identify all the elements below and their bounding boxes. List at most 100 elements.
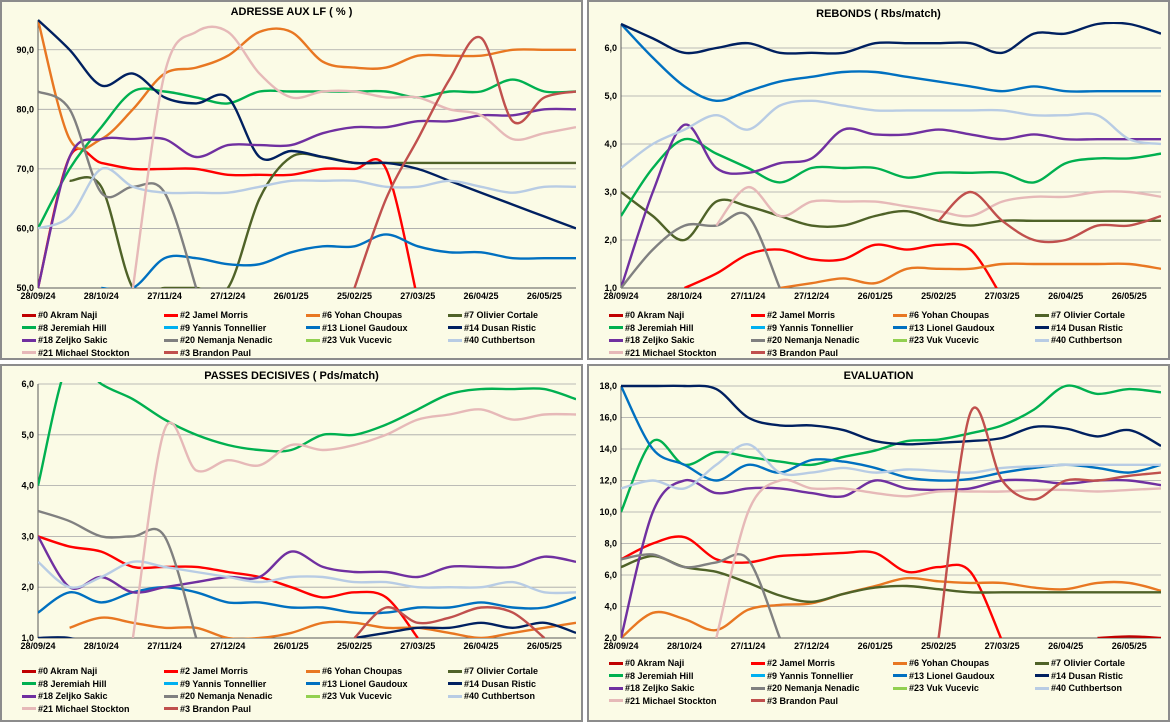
legend-item: #40 Cuthbertson — [448, 691, 535, 701]
legend-label: #21 Michael Stockton — [38, 703, 130, 714]
legend-swatch — [448, 694, 462, 698]
legend-swatch — [448, 326, 462, 329]
y-tick-label: 3,0 — [21, 531, 34, 541]
series-line — [38, 147, 417, 288]
y-tick-label: 4,0 — [604, 139, 617, 149]
legend-item: #2 Jamel Morris — [751, 310, 835, 320]
legend-item: #14 Dusan Ristic — [1035, 671, 1123, 681]
legend-item: #7 Olivier Cortale — [448, 666, 538, 676]
legend-item: #13 Lionel Gaudoux — [893, 323, 995, 333]
legend-label: #0 Akram Naji — [38, 310, 98, 320]
chart-panel-rebonds: REBONDS ( Rbs/match) 1,0 2,0 3,0 4,0 5,0 6,0 2… — [587, 0, 1170, 360]
chart-title: ADRESSE AUX LF ( % ) — [230, 6, 353, 18]
legend-item: #21 Michael Stockton — [609, 348, 717, 358]
x-tick-label: 27/03/25 — [985, 641, 1020, 651]
legend-swatch — [306, 326, 320, 329]
legend-item: #0 Akram Naji — [22, 310, 97, 320]
legend-swatch — [751, 686, 765, 690]
legend-label: #6 Yohan Choupas — [322, 666, 403, 676]
legend-swatch — [448, 669, 462, 673]
legend-item: #20 Nemanja Nenadic — [751, 683, 860, 693]
chart-panel-adresse: ADRESSE AUX LF ( % ) 50,0 60,0 70,0 80,0 90,… — [0, 0, 583, 360]
x-tick-label: 26/05/25 — [1112, 641, 1147, 651]
x-tick-label: 26/01/25 — [274, 641, 309, 651]
legend-swatch — [22, 326, 36, 329]
y-tick-label: 5,0 — [21, 430, 34, 440]
y-tick-label: 6,0 — [21, 379, 34, 389]
chart-plot: 50,0 60,0 70,0 80,0 90,0 28/09/24 28/10/24 27/1… — [16, 19, 576, 301]
legend-label: #18 Zeljko Sakic — [38, 335, 108, 345]
legend-label: #21 Michael Stockton — [625, 347, 717, 358]
legend-label: #3 Brandon Paul — [180, 347, 252, 358]
series-line — [38, 19, 576, 230]
series-line — [621, 553, 781, 638]
legend-swatch — [609, 313, 623, 317]
legend-swatch — [306, 682, 320, 685]
series-line — [101, 233, 576, 288]
y-tick-label: 3,0 — [604, 187, 617, 197]
legend-swatch — [893, 661, 907, 665]
series-line — [621, 535, 1003, 638]
x-tick-label: 28/09/24 — [603, 291, 638, 301]
legend-swatch — [22, 707, 36, 710]
series-line — [621, 137, 1161, 217]
series-line — [38, 636, 76, 638]
chart-title: PASSES DECISIVES ( Pds/match) — [204, 370, 379, 382]
x-tick-label: 27/12/24 — [210, 641, 245, 651]
legend-label: #6 Yohan Choupas — [322, 310, 403, 320]
legend-swatch — [164, 313, 178, 317]
legend-label: #7 Olivier Cortale — [1051, 310, 1126, 320]
legend-label: #23 Vuk Vucevic — [322, 691, 392, 701]
y-tick-label: 14,0 — [599, 444, 617, 454]
legend-swatch — [609, 326, 623, 329]
series-line — [621, 211, 781, 288]
series-line — [937, 406, 1161, 638]
legend-item: #8 Jeremiah Hill — [22, 679, 107, 689]
y-tick-label: 2,0 — [604, 235, 617, 245]
legend-item: #20 Nemanja Nenadic — [751, 335, 860, 345]
series-line — [621, 123, 1161, 288]
chart-panel-passes: PASSES DECISIVES ( Pds/match) 1,0 2,0 3,0 4… — [0, 364, 583, 722]
legend-label: #3 Brandon Paul — [180, 703, 252, 714]
legend-label: #14 Dusan Ristic — [464, 322, 537, 333]
legend-label: #0 Akram Naji — [38, 666, 98, 676]
legend-label: #14 Dusan Ristic — [1051, 322, 1124, 333]
legend-item: #20 Nemanja Nenadic — [164, 335, 273, 345]
legend-item: #0 Akram Naji — [609, 658, 684, 668]
legend-label: #8 Jeremiah Hill — [38, 678, 107, 689]
legend-swatch — [893, 338, 907, 342]
x-tick-label: 26/05/25 — [527, 291, 562, 301]
series-line — [38, 560, 576, 595]
legend-item: #9 Yannis Tonnellier — [164, 679, 266, 689]
series-line — [131, 25, 576, 288]
legend-item: #18 Zeljko Sakic — [609, 335, 695, 345]
y-tick-label: 90,0 — [16, 45, 34, 55]
series-line — [684, 242, 998, 288]
x-tick-label: 27/03/25 — [985, 291, 1020, 301]
legend-item: #9 Yannis Tonnellier — [751, 671, 853, 681]
series-line — [69, 152, 576, 288]
legend-swatch — [751, 351, 765, 354]
series-line — [715, 478, 1161, 638]
legend-swatch — [164, 707, 178, 710]
series-line — [621, 478, 1161, 638]
series-line — [621, 22, 1161, 55]
legend-label: #2 Jamel Morris — [180, 310, 249, 320]
y-tick-label: 4,0 — [604, 602, 617, 612]
legend-swatch — [22, 694, 36, 698]
legend-label: #13 Lionel Gaudoux — [909, 322, 995, 333]
chart-plot: 2,0 4,0 6,0 8,0 10,0 12,0 14,0 16,0 18,0 28/09/24… — [599, 381, 1161, 651]
legend-item: #2 Jamel Morris — [751, 658, 835, 668]
y-tick-label: 60,0 — [16, 223, 34, 233]
legend-swatch — [751, 699, 765, 702]
legend-label: #3 Brandon Paul — [767, 695, 839, 706]
legend-item: #14 Dusan Ristic — [448, 679, 536, 689]
series-line — [621, 554, 1161, 604]
legend-item: #40 Cuthbertson — [448, 335, 535, 345]
legend-item: #6 Yohan Choupas — [893, 658, 989, 668]
legend-swatch — [1035, 313, 1049, 317]
y-tick-label: 6,0 — [604, 570, 617, 580]
legend-label: #7 Olivier Cortale — [1051, 658, 1126, 668]
legend-label: #40 Cuthbertson — [464, 691, 536, 701]
series-line — [1097, 635, 1161, 638]
